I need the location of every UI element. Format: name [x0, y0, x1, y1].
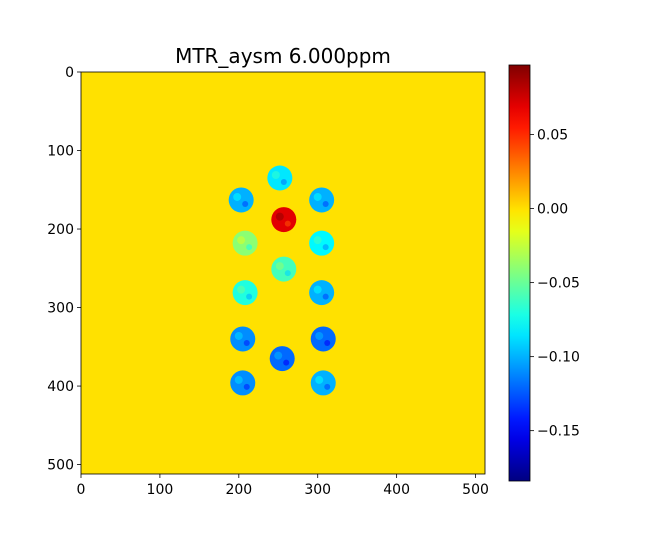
vial-9 [309, 280, 335, 306]
colorbar-tick-label: −0.05 [537, 276, 580, 292]
y-tick-label: 400 [47, 379, 74, 395]
vial-11 [310, 326, 336, 352]
x-tick-label: 100 [147, 482, 174, 498]
heatmap-image [81, 72, 485, 474]
vial-12 [269, 346, 295, 372]
x-tick-label: 300 [304, 482, 331, 498]
colorbar-tick-label: 0.05 [537, 128, 568, 144]
colorbar-tick-label: 0.00 [537, 202, 568, 218]
vial-2 [228, 187, 254, 213]
x-tick-label: 400 [383, 482, 410, 498]
colorbar-tick-label: −0.15 [537, 424, 580, 440]
vial-13 [230, 370, 256, 396]
vial-6 [309, 230, 335, 256]
vial-3 [309, 187, 335, 213]
x-tick-label: 500 [462, 482, 489, 498]
x-tick-label: 0 [77, 482, 86, 498]
y-tick-label: 100 [47, 144, 74, 160]
colorbar-gradient [508, 64, 531, 482]
colorbar: 0.05 0.00 −0.05 −0.10 −0.15 [508, 64, 580, 482]
axes-frame [80, 71, 486, 475]
y-tick-label: 0 [65, 65, 74, 81]
chart-title: MTR_aysm 6.000ppm [175, 44, 391, 68]
y-tick-label: 500 [47, 458, 74, 474]
colorbar-tick-label: −0.10 [537, 350, 580, 366]
y-tick-label: 300 [47, 301, 74, 317]
vial-5 [232, 230, 258, 256]
vial-8 [232, 280, 258, 306]
vial-10 [230, 326, 256, 352]
vial-4 [271, 207, 297, 233]
x-tick-label: 200 [225, 482, 252, 498]
vial-14 [310, 370, 336, 396]
vial-7 [271, 256, 297, 282]
y-tick-label: 200 [47, 222, 74, 238]
vial-1 [267, 165, 293, 191]
